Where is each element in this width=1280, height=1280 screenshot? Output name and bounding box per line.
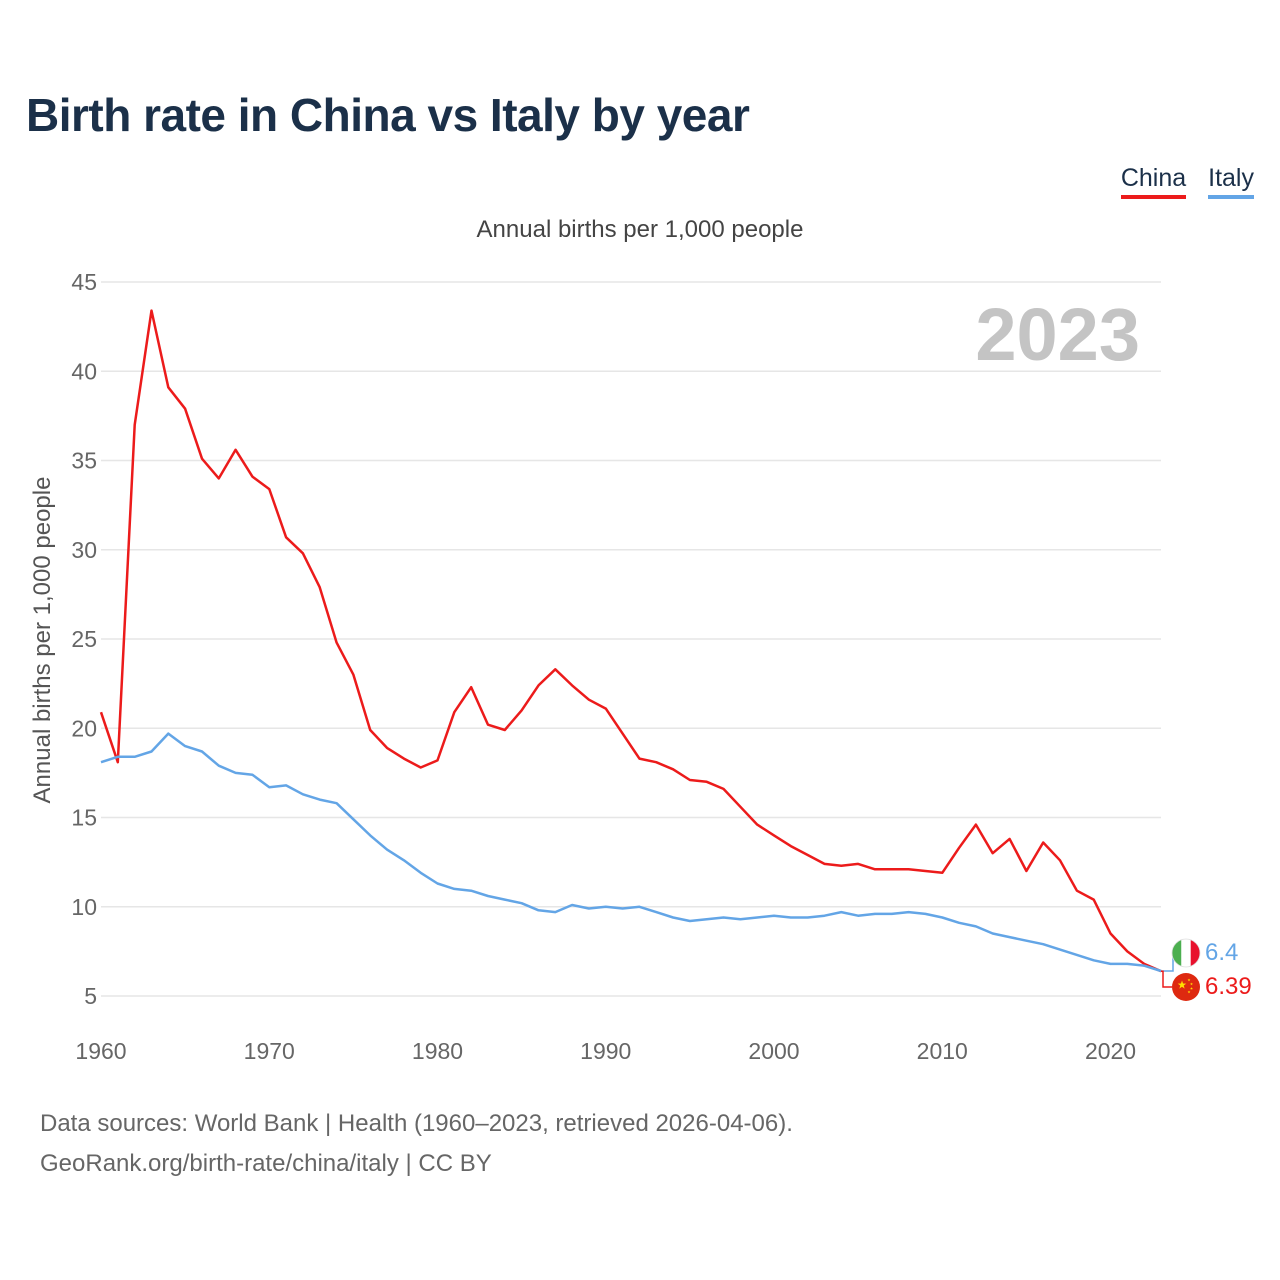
y-axis-ticks: 5 10 15 20 25 30 35 40 45 <box>71 269 97 1009</box>
end-markers <box>1161 938 1201 1001</box>
y-tick-label: 5 <box>84 983 97 1009</box>
y-axis-label: Annual births per 1,000 people <box>29 477 56 804</box>
china-flag-icon <box>1172 973 1200 1001</box>
italy-flag-icon <box>1171 938 1201 968</box>
x-tick-label: 2010 <box>917 1038 968 1064</box>
gridlines <box>101 281 1161 997</box>
italy-connector <box>1161 952 1174 972</box>
end-label-italy: 6.4 <box>1205 939 1238 966</box>
y-tick-label: 25 <box>71 626 97 652</box>
x-tick-label: 1980 <box>412 1038 463 1064</box>
end-label-china: 6.39 <box>1205 973 1252 1000</box>
y-tick-label: 35 <box>71 448 97 474</box>
chart-subtitle: Annual births per 1,000 people <box>476 216 804 243</box>
footer-source: Data sources: World Bank | Health (1960–… <box>40 1110 793 1137</box>
year-watermark: 2023 <box>975 293 1140 376</box>
china-connector <box>1161 970 1172 988</box>
series-line-italy[interactable] <box>100 732 1162 973</box>
x-tick-label: 2000 <box>748 1038 799 1064</box>
chart-title: Birth rate in China vs Italy by year <box>26 89 750 141</box>
series-lines <box>99 309 1162 973</box>
legend-china[interactable]: China <box>1120 164 1187 199</box>
legend-italy[interactable]: Italy <box>1208 164 1254 199</box>
x-tick-label: 1970 <box>244 1038 295 1064</box>
legend: China Italy <box>1120 164 1254 199</box>
x-tick-label: 2020 <box>1085 1038 1136 1064</box>
y-tick-label: 10 <box>71 894 97 920</box>
footer: Data sources: World Bank | Health (1960–… <box>40 1104 793 1184</box>
footer-link[interactable]: GeoRank.org/birth-rate/china/italy | CC … <box>40 1150 492 1177</box>
y-tick-label: 20 <box>71 715 97 741</box>
x-tick-label: 1990 <box>580 1038 631 1064</box>
y-tick-label: 40 <box>71 358 97 384</box>
y-tick-label: 15 <box>71 805 97 831</box>
series-line-china[interactable] <box>99 309 1162 973</box>
x-tick-label: 1960 <box>75 1038 126 1064</box>
x-axis-ticks: 1960 1970 1980 1990 2000 2010 2020 <box>75 1038 1136 1064</box>
y-tick-label: 30 <box>71 537 97 563</box>
y-tick-label: 45 <box>71 269 97 295</box>
